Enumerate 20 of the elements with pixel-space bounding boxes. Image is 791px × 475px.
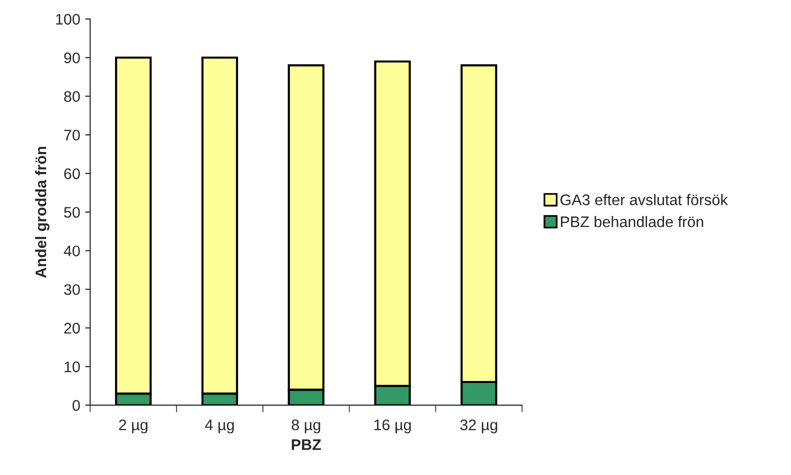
y-tick-label: 30 [64, 284, 80, 296]
y-tick-label: 50 [64, 206, 80, 218]
x-tick-label: 4 µg [205, 420, 234, 434]
x-tick-label: 8 µg [292, 419, 320, 434]
y-tick-label: 80 [64, 91, 80, 102]
legend-label: GA3 efter avslutat försök [560, 194, 728, 206]
y-tick-label: 20 [64, 322, 80, 334]
y-tick-label: 60 [64, 168, 80, 180]
x-tick-label: 16 µg [374, 419, 411, 434]
x-axis-title: PBZ [292, 439, 321, 450]
y-tick-label: 40 [64, 246, 80, 256]
y-axis-title: Andel grodda frön [35, 146, 50, 278]
x-tick-label: 2 µg [119, 419, 148, 434]
y-tick-label: 70 [64, 130, 80, 141]
y-tick-label: 0 [72, 400, 80, 411]
y-tick-label: 90 [64, 52, 80, 64]
y-tick-label: 100 [56, 14, 80, 25]
x-tick-label: 32 µg [460, 419, 498, 434]
y-tick-label: 10 [64, 361, 80, 372]
legend-label: PBZ behandlade frön [560, 216, 704, 228]
